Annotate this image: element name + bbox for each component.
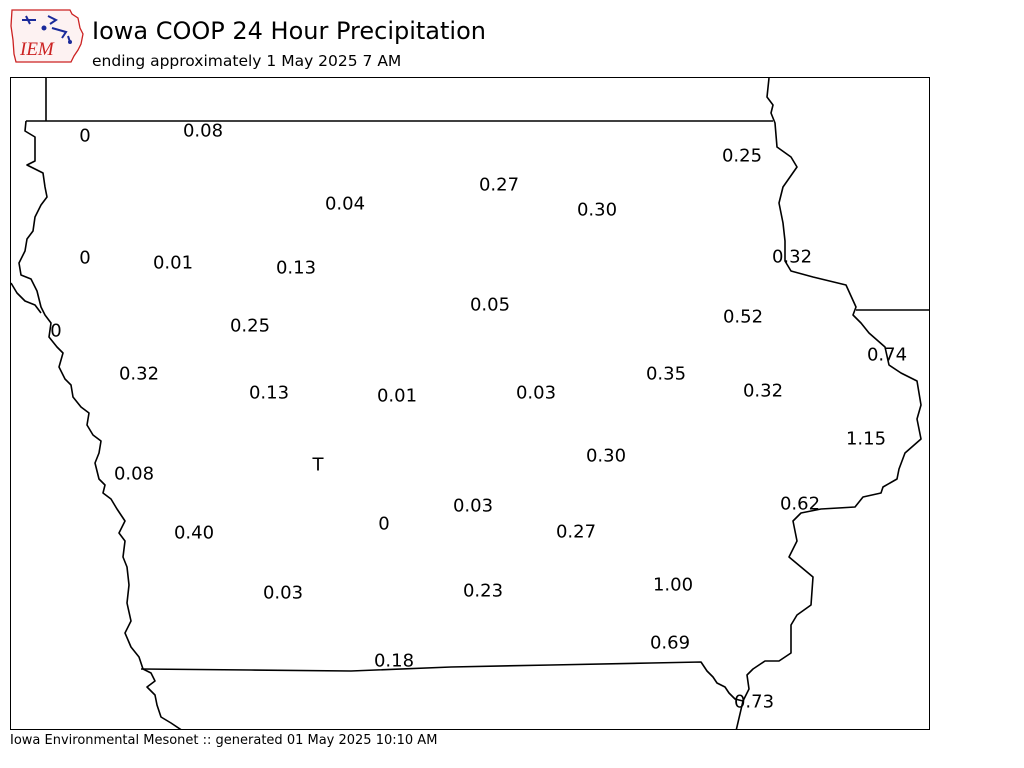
station-value-s28: 0 [378,514,389,535]
station-value-s13: 0.25 [230,316,270,337]
station-value-s26: 0.62 [780,494,820,515]
station-value-s29: 0.40 [174,523,214,544]
station-value-s24: 0.30 [586,446,626,467]
station-value-s25: 0.08 [114,464,154,485]
iowa-west-border [18,120,144,670]
station-value-s10: 0.32 [772,247,812,268]
station-value-s02: 0.08 [183,121,223,142]
station-value-s21: 0.32 [743,381,783,402]
weather-dot-icon [41,25,47,31]
map-canvas: 0 0.08 0.25 0.27 0.04 0.30 0 0.01 0.13 0.32 0.05 0 0… [11,78,929,729]
missouri-nebraska-line [142,668,182,729]
nebraska-border-north [11,282,42,314]
station-value-s01: 0 [79,126,90,147]
station-value-s32: 0.03 [263,583,303,604]
iowa-illinois-border [735,78,922,729]
station-value-s31: 1.00 [653,575,693,596]
weather-symbol-icon [22,15,71,43]
station-value-s35: 0.18 [374,651,414,672]
iem-logo: IEM [10,9,84,63]
station-value-s04: 0.27 [479,175,519,196]
station-value-s11: 0.05 [470,295,510,316]
page-title: Iowa COOP 24 Hour Precipitation [92,17,486,45]
iowa-missouri-border [140,661,744,702]
station-value-s20: 0.03 [516,383,556,404]
page-subtitle: ending approximately 1 May 2025 7 AM [92,52,402,70]
station-value-s03: 0.25 [722,146,762,167]
station-value-s22: 1.15 [846,429,886,450]
station-value-s33: 0.23 [463,581,503,602]
footer-credit: Iowa Environmental Mesonet :: generated … [10,733,438,748]
station-value-s07: 0 [79,248,90,269]
weather-dot-icon [68,40,72,44]
station-value-s05: 0.04 [325,194,365,215]
station-value-s06: 0.30 [577,200,617,221]
station-value-s27: 0.03 [453,496,493,517]
logo-text: IEM [19,39,55,60]
station-value-s34: 0.69 [650,633,690,654]
station-value-s14: 0.52 [723,307,763,328]
station-value-s36: 0.73 [734,692,774,713]
station-value-s17: 0.35 [646,364,686,385]
station-value-s09: 0.13 [276,258,316,279]
station-values-layer: 0 0.08 0.25 0.27 0.04 0.30 0 0.01 0.13 0.32 0.05 0 0… [50,121,907,713]
map-frame: 0 0.08 0.25 0.27 0.04 0.30 0 0.01 0.13 0.32 0.05 0 0… [10,77,930,730]
station-value-s18: 0.13 [249,383,289,404]
station-value-s12: 0 [50,321,61,342]
station-value-s08: 0.01 [153,253,193,274]
station-value-s19: 0.01 [377,386,417,407]
station-value-s30: 0.27 [556,522,596,543]
station-value-s15: 0.74 [867,345,907,366]
station-value-s16: 0.32 [119,364,159,385]
station-value-s23: T [312,455,325,476]
